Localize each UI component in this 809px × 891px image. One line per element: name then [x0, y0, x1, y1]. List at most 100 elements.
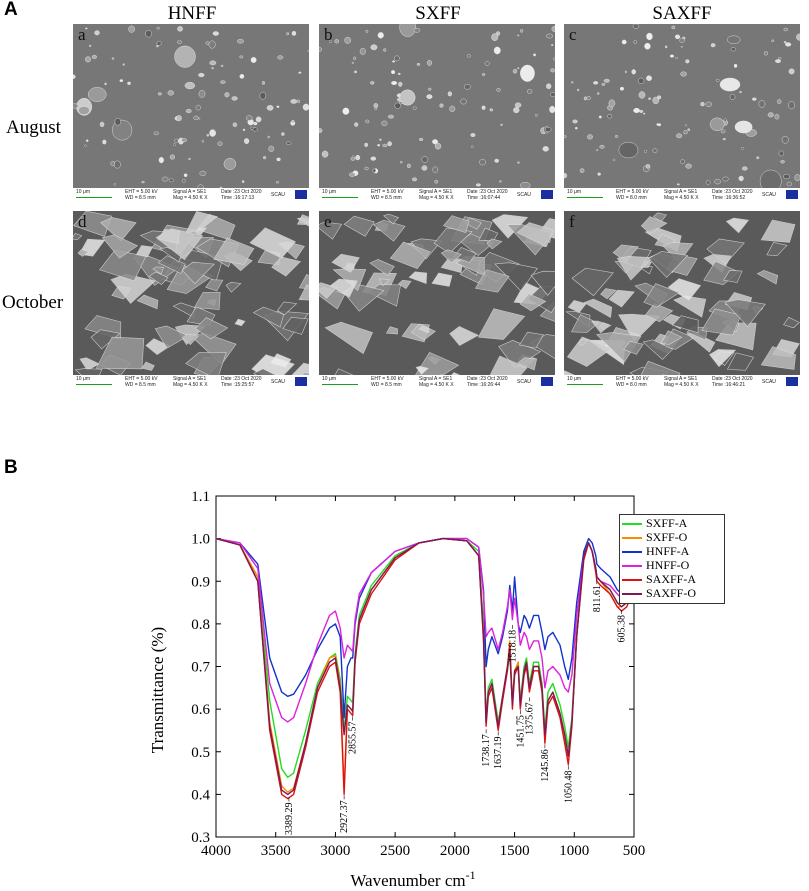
series-line-hnff-o: [215, 537, 635, 723]
peak-label: 1451.75: [515, 715, 526, 748]
y-axis-label: Transmittance (%): [148, 627, 167, 753]
x-tick-label: 500: [623, 843, 646, 859]
sem-info-time: Time :16:36:52: [712, 195, 746, 201]
sem-info-signal: Signal A = SE1: [173, 376, 207, 382]
zeiss-logo-icon: [541, 377, 553, 386]
sem-info-inst: SCAU: [517, 379, 531, 385]
x-axis-label: Wavenumber cm-1: [350, 868, 475, 890]
column-label-sxff: SXFF: [415, 3, 461, 24]
sem-sub-label: a: [78, 25, 86, 44]
sem-info-scale: 10 μm: [76, 189, 90, 195]
legend-label: SXFF-A: [646, 516, 688, 530]
sem-info-time: Time :16:46:21: [712, 382, 746, 388]
sem-info-signal: Signal A = SE1: [664, 189, 698, 195]
column-label-saxff: SAXFF: [652, 3, 712, 24]
sem-info-time: Time :16:26:44: [467, 382, 501, 388]
x-tick-label: 1500: [500, 843, 530, 859]
sem-info-bar: 10 μm EHT = 5.00 kV WD = 8.0 mm Signal A = …: [564, 188, 800, 202]
scale-bar: [76, 197, 112, 198]
sem-image-a: a 10 μm EHT = 5.00 kV WD = 8.5 mm Signal A =…: [73, 24, 309, 202]
column-label-hnff: HNFF: [167, 3, 217, 24]
sem-image-b: b 10 μm EHT = 5.00 kV WD = 8.5 mm Signal A =…: [319, 24, 555, 202]
legend-label: SAXFF-O: [646, 586, 697, 600]
peak-label: 1518.18: [507, 630, 518, 663]
legend-label: HNFF-O: [646, 558, 690, 572]
panel-b-letter: B: [4, 457, 18, 478]
sem-info-date: Date :23 Oct 2020: [712, 189, 753, 195]
y-tick-label: 0.4: [191, 787, 210, 803]
sem-info-eht: EHT = 5.00 kV: [125, 376, 158, 382]
y-tick-label: 1.1: [191, 489, 210, 505]
peak-label: 1050.48: [563, 771, 574, 804]
sem-info-date: Date :23 Oct 2020: [467, 376, 508, 382]
legend-swatch: [622, 565, 642, 567]
sem-info-inst: SCAU: [762, 192, 776, 198]
sem-info-inst: SCAU: [271, 192, 285, 198]
legend-label: SAXFF-A: [646, 572, 697, 586]
legend-item: SAXFF-O: [622, 586, 722, 601]
sem-info-eht: EHT = 5.00 kV: [371, 376, 404, 382]
x-tick-label: 1000: [559, 843, 589, 859]
sem-info-bar: 10 μm EHT = 5.00 kV WD = 8.0 mm Signal A = …: [564, 375, 800, 389]
legend-label: HNFF-A: [646, 544, 690, 558]
sem-sub-label: d: [78, 212, 87, 231]
sem-info-mag: Mag = 4.50 K X: [664, 195, 699, 201]
sem-image-d: d 10 μm EHT = 5.00 kV WD = 8.5 mm Signal A =…: [73, 211, 309, 389]
sem-info-wd: WD = 8.5 mm: [125, 382, 156, 388]
sem-info-mag: Mag = 4.50 K X: [173, 382, 208, 388]
legend-item: SXFF-O: [622, 530, 722, 545]
y-tick-label: 0.6: [191, 702, 210, 718]
peak-label: 3389.29: [284, 803, 295, 836]
series-line-hnff-a: [215, 537, 635, 719]
peak-label: 2927.37: [339, 800, 350, 833]
zeiss-logo-icon: [786, 190, 798, 199]
x-tick-label: 2500: [380, 843, 410, 859]
sem-info-inst: SCAU: [762, 379, 776, 385]
legend-label: SXFF-O: [646, 530, 688, 544]
scale-bar: [567, 384, 603, 385]
sem-info-scale: 10 μm: [322, 189, 336, 195]
scale-bar: [322, 197, 358, 198]
sem-info-scale: 10 μm: [76, 376, 90, 382]
x-tick-label: 2000: [440, 843, 470, 859]
sem-info-date: Date :23 Oct 2020: [221, 376, 262, 382]
sem-info-signal: Signal A = SE1: [419, 376, 453, 382]
row-label-october: October: [2, 292, 64, 313]
zeiss-logo-icon: [541, 190, 553, 199]
sem-image-f: f 10 μm EHT = 5.00 kV WD = 8.0 mm Signal A =…: [564, 211, 800, 389]
y-tick-label: 0.7: [191, 660, 210, 676]
row-label-august: August: [6, 117, 61, 138]
sem-info-mag: Mag = 4.50 K X: [173, 195, 208, 201]
legend-swatch: [622, 593, 642, 595]
sem-info-time: Time :16:07:44: [467, 195, 501, 201]
sem-info-bar: 10 μm EHT = 5.00 kV WD = 8.5 mm Signal A = …: [73, 375, 309, 389]
legend-item: HNFF-O: [622, 558, 722, 573]
sem-info-inst: SCAU: [517, 192, 531, 198]
peak-label: 2855.57: [348, 722, 359, 755]
sem-info-eht: EHT = 5.00 kV: [616, 376, 649, 382]
x-tick-label: 3500: [261, 843, 291, 859]
sem-info-bar: 10 μm EHT = 5.00 kV WD = 8.5 mm Signal A = …: [319, 188, 555, 202]
sem-micrograph: [319, 211, 555, 375]
legend-item: SAXFF-A: [622, 572, 722, 587]
sem-info-signal: Signal A = SE1: [419, 189, 453, 195]
sem-info-date: Date :23 Oct 2020: [467, 189, 508, 195]
peak-label: 811.61: [592, 585, 603, 612]
sem-info-scale: 10 μm: [322, 376, 336, 382]
sem-info-bar: 10 μm EHT = 5.00 kV WD = 8.5 mm Signal A = …: [73, 188, 309, 202]
zeiss-logo-icon: [295, 190, 307, 199]
x-tick-label: 4000: [201, 843, 231, 859]
legend-swatch: [622, 537, 642, 539]
peak-label: 605.38: [616, 615, 627, 643]
series-line-saxff-a: [215, 537, 635, 800]
sem-info-wd: WD = 8.0 mm: [616, 382, 647, 388]
legend-swatch: [622, 579, 642, 581]
sem-micrograph: [73, 211, 309, 375]
sem-image-e: e 10 μm EHT = 5.00 kV WD = 8.5 mm Signal A =…: [319, 211, 555, 389]
panel-a-letter: A: [4, 0, 18, 20]
y-tick-label: 0.5: [191, 745, 210, 761]
series-line-saxff-o: [215, 537, 635, 796]
sem-info-eht: EHT = 5.00 kV: [371, 189, 404, 195]
sem-info-time: Time :16:17:13: [221, 195, 255, 201]
sem-sub-label: b: [324, 25, 333, 44]
